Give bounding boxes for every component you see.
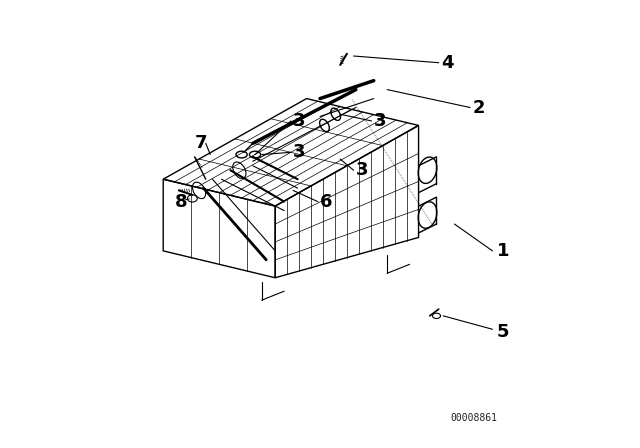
- Text: 3: 3: [374, 112, 387, 130]
- Text: 1: 1: [497, 242, 509, 260]
- Text: 7: 7: [195, 134, 207, 152]
- Text: 3: 3: [293, 112, 306, 130]
- Text: 00008861: 00008861: [450, 414, 497, 423]
- Text: 4: 4: [441, 54, 454, 72]
- Text: 5: 5: [497, 323, 509, 340]
- Text: 3: 3: [356, 161, 369, 179]
- Text: 2: 2: [472, 99, 485, 116]
- Text: 6: 6: [320, 193, 333, 211]
- Text: 8: 8: [174, 193, 187, 211]
- Text: 3: 3: [293, 143, 306, 161]
